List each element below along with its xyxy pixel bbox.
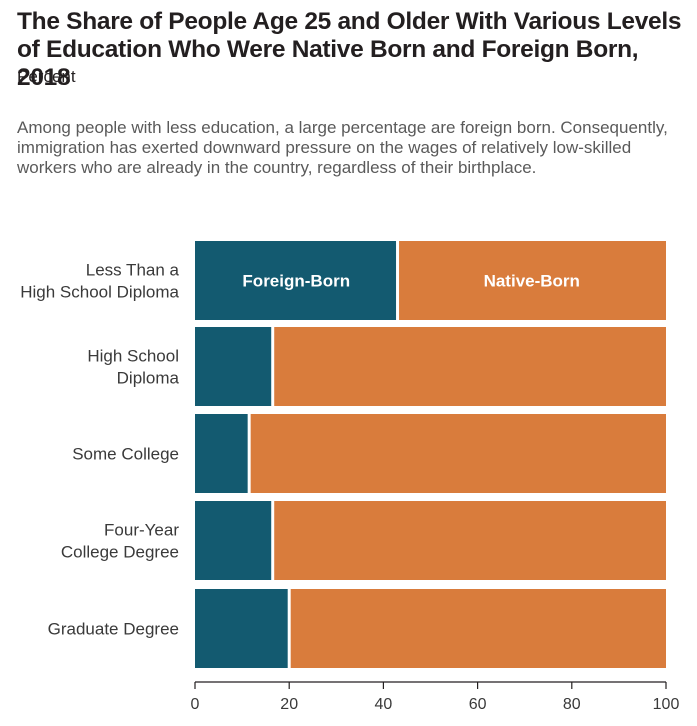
bar-foreign-born [195, 327, 273, 406]
bar-native-born [289, 589, 666, 668]
bar-separator [287, 589, 291, 668]
x-tick-label: 80 [563, 696, 581, 713]
bar-foreign-born [195, 589, 290, 668]
category-label: Graduate Degree [48, 620, 179, 639]
bar-native-born [249, 414, 667, 493]
category-label: High School Diploma [20, 283, 179, 302]
x-tick-label: 20 [280, 696, 298, 713]
bar-native-born [272, 327, 666, 406]
bar-native-born [397, 241, 666, 320]
x-tick-label: 40 [375, 696, 393, 713]
series-label: Native-Born [484, 272, 580, 291]
x-tick-label: 60 [469, 696, 487, 713]
bar-native-born [272, 501, 666, 580]
category-label: Less Than a [86, 261, 180, 280]
bar-foreign-born [195, 241, 398, 320]
series-label: Foreign-Born [242, 272, 350, 291]
category-label: Diploma [117, 369, 180, 388]
x-tick-label: 0 [191, 696, 200, 713]
chart-title: The Share of People Age 25 and Older Wit… [17, 8, 682, 91]
bar-separator [396, 241, 400, 320]
bar-separator [271, 327, 275, 406]
bar-foreign-born [195, 501, 273, 580]
category-label: Some College [72, 445, 179, 464]
x-tick-label: 100 [653, 696, 680, 713]
category-label: High School [87, 347, 179, 366]
bar-separator [247, 414, 251, 493]
bar-foreign-born [195, 414, 250, 493]
category-label: College Degree [61, 543, 179, 562]
bar-separator [271, 501, 275, 580]
chart-annotation: Among people with less education, a larg… [17, 118, 668, 177]
chart-subtitle: Percent [17, 67, 76, 86]
category-label: Four-Year [104, 521, 179, 540]
